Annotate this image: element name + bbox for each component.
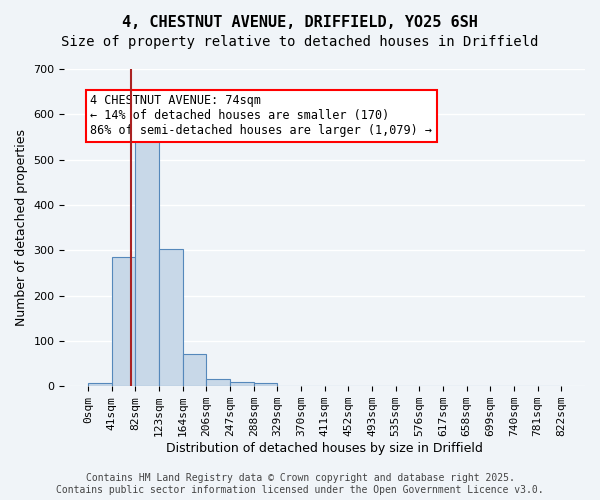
Bar bbox=[230, 382, 254, 386]
Bar bbox=[206, 379, 230, 386]
Text: 4 CHESTNUT AVENUE: 74sqm
← 14% of detached houses are smaller (170)
86% of semi-: 4 CHESTNUT AVENUE: 74sqm ← 14% of detach… bbox=[91, 94, 433, 138]
Bar bbox=[183, 354, 206, 386]
Text: Size of property relative to detached houses in Driffield: Size of property relative to detached ho… bbox=[61, 35, 539, 49]
Text: Contains HM Land Registry data © Crown copyright and database right 2025.
Contai: Contains HM Land Registry data © Crown c… bbox=[56, 474, 544, 495]
X-axis label: Distribution of detached houses by size in Driffield: Distribution of detached houses by size … bbox=[166, 442, 483, 455]
Bar bbox=[159, 250, 183, 386]
Y-axis label: Number of detached properties: Number of detached properties bbox=[15, 129, 28, 326]
Text: 4, CHESTNUT AVENUE, DRIFFIELD, YO25 6SH: 4, CHESTNUT AVENUE, DRIFFIELD, YO25 6SH bbox=[122, 15, 478, 30]
Bar bbox=[112, 257, 136, 386]
Bar bbox=[88, 382, 112, 386]
Bar bbox=[136, 119, 159, 386]
Bar bbox=[254, 383, 277, 386]
